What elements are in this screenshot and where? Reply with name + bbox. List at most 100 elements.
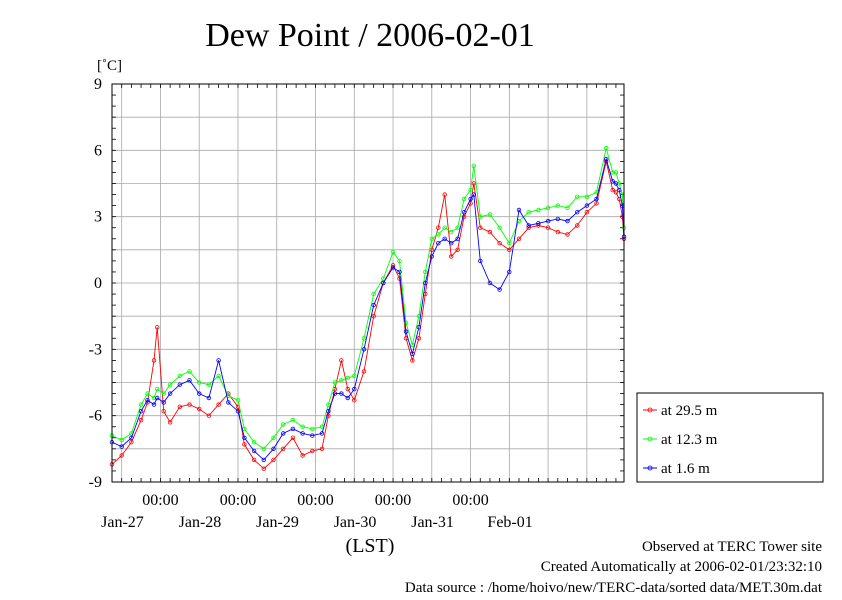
data-point [345,375,350,381]
y-tick-label: 3 [94,209,102,226]
data-point [397,269,402,275]
data-point [196,380,202,385]
data-point [154,386,160,392]
data-point [151,395,157,401]
data-point [449,254,454,259]
data-point [410,351,415,356]
data-point [177,382,182,387]
data-point [526,209,531,215]
data-point [187,402,192,407]
data-point [345,395,350,401]
data-point [478,214,483,219]
data-point [555,203,560,208]
data-point [261,466,266,471]
y-tick-label: -6 [89,408,102,425]
data-point [584,194,590,199]
data-point [145,391,150,396]
x-tick-date-label: Feb-01 [487,514,532,531]
data-point [371,302,376,308]
y-axis-unit-label: [˚C] [97,58,122,74]
data-point [555,216,560,222]
data-point [545,218,551,224]
x-tick-time-label: 00:00 [142,492,178,509]
data-point [216,358,221,363]
data-point [416,325,422,330]
data-point [154,325,160,330]
data-point [119,453,124,458]
data-point [300,424,305,429]
data-point [416,336,422,341]
data-point [300,431,305,436]
data-point [332,380,338,385]
data-point [119,444,124,449]
data-point [138,402,144,407]
data-point [613,190,619,195]
data-point [129,435,134,440]
data-point [397,258,402,264]
data-point [326,409,331,414]
data-point [216,402,221,407]
data-point [526,223,531,228]
data-point [610,187,615,193]
data-point [478,225,483,230]
series-line [111,157,625,461]
data-point [145,398,150,403]
data-point [242,442,247,447]
legend-label: at 29.5 m [661,403,718,419]
data-point [196,406,202,412]
data-point [235,409,241,414]
data-point [151,358,157,363]
data-point [410,358,415,363]
x-tick-time-label: 00:00 [220,492,256,509]
data-point [516,207,522,213]
data-point [339,391,344,396]
data-point [423,269,428,275]
data-point [352,398,357,403]
data-point [497,225,502,230]
data-point [442,225,447,230]
data-point [345,386,350,392]
data-point [471,192,476,197]
data-point [235,398,241,403]
data-point [261,457,266,463]
data-point [584,209,590,215]
data-point [455,247,460,252]
data-point [604,156,609,162]
y-tick-label: 9 [94,76,102,93]
data-point [575,209,580,215]
legend-swatch-marker [647,465,653,471]
data-point [613,170,619,175]
data-point [565,205,570,210]
data-point [310,448,315,454]
data-point [271,446,276,451]
legend: at 29.5 m at 12.3 m at 1.6 m [636,392,824,483]
data-point [403,320,409,325]
series-line [111,147,625,450]
data-point [555,229,560,235]
legend-box [636,392,824,483]
y-tick-label: -3 [89,341,102,358]
data-point [436,225,441,230]
data-point [281,422,286,427]
data-point [361,347,367,352]
x-axis-ticks: 00:00 00:00 00:00 00:00 00:00 Jan-27 Jan-28 Jan… [101,84,617,531]
data-point [177,373,182,379]
data-point [442,236,447,241]
data-point [206,413,212,418]
data-point [187,369,192,374]
data-point [545,225,551,230]
data-point [339,358,344,363]
data-point [161,400,166,405]
data-point [436,232,441,237]
data-point [271,435,276,440]
data-point [545,205,551,210]
legend-label: at 1.6 m [661,461,710,477]
legend-swatch-marker [647,436,653,442]
data-point [565,232,570,237]
data-point [461,214,467,219]
data-point [403,329,409,334]
legend-swatch-marker [647,407,653,413]
data-point [604,145,609,151]
plot-frame [111,83,625,483]
